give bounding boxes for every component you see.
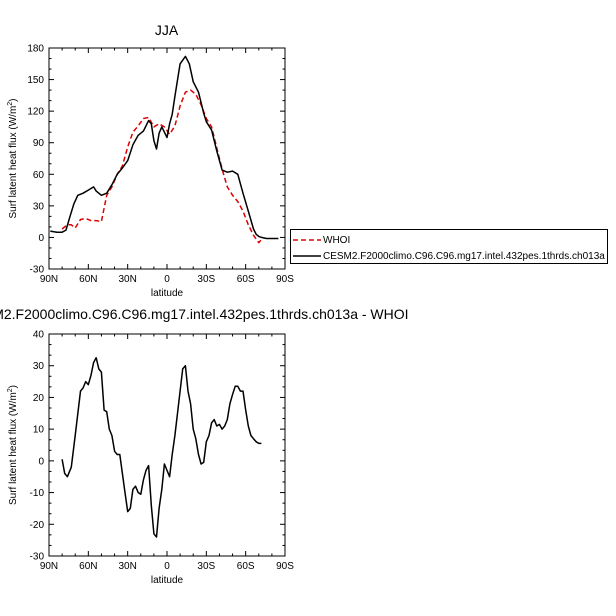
top-plot-group: 90N 60N 30N 0 30S 60S 90S -30 0 30 60 90 120 150 180 la… [7,44,294,300]
top-xtick-label: 60N [79,274,97,285]
bottom-ytick-label: -30 [30,552,45,563]
bottom-series-line-0 [61,357,262,538]
top-yaxis-label-sup: 2 [7,102,14,106]
legend-label-cesm2: CESM2.F2000climo.C96.C96.mg17.intel.432p… [323,250,605,262]
top-ytick-label: 90 [33,138,45,149]
bottom-xtick-label: 90N [40,561,58,572]
legend-entry-cesm2: CESM2.F2000climo.C96.C96.mg17.intel.432p… [291,249,605,263]
legend-label-whoi: WHOI [323,234,351,246]
bottom-ytick-label: 0 [38,456,44,467]
top-xtick-label: 30N [118,274,136,285]
legend-entry-whoi: WHOI [291,233,350,247]
bottom-yaxis-label-close: ) [8,385,19,388]
top-series-line-0 [61,89,262,244]
bottom-xtick-label: 30N [118,561,136,572]
bottom-xtick-label: 90S [276,561,294,572]
legend-swatch-solid-black-icon [293,255,321,257]
top-ytick-label: 150 [27,75,44,86]
top-series-line-1 [50,55,279,240]
top-plot-frame [48,47,286,270]
top-ytick-label: 30 [33,201,45,212]
top-xtick-label: 90S [276,274,294,285]
top-xtick-label: 90N [40,274,58,285]
bottom-plot-group: 90N 60N 30N 0 30S 60S 90S -30 -20 -10 0 10 20 30 40 lat… [7,330,294,587]
bottom-yaxis-label-sup: 2 [7,388,14,392]
bottom-chart-title: CESM2.F2000climo.C96.C96.mg17.intel.432p… [0,306,409,322]
bottom-yaxis-label-main: Surf latent heat flux (W/m [8,392,19,505]
top-yaxis-label-close: ) [8,98,19,101]
bottom-ytick-label: -10 [30,488,45,499]
top-ytick-label: 180 [27,44,44,55]
bottom-ytick-label: 20 [33,393,45,404]
bottom-ytick-label: 30 [33,361,45,372]
top-ytick-label: 0 [38,233,44,244]
bottom-xaxis-label: latitude [151,575,184,586]
top-yaxis-label-main: Surf latent heat flux (W/m [8,106,19,219]
legend-swatch-dashed-red-icon [293,239,321,241]
bottom-ytick-label: -20 [30,520,45,531]
bottom-xtick-label: 30S [197,561,215,572]
top-ytick-label: -30 [30,265,45,276]
top-ytick-label: 120 [27,107,44,118]
top-xtick-label: 60S [237,274,255,285]
bottom-yaxis-label: Surf latent heat flux (W/m2) [7,385,19,505]
top-xaxis-label: latitude [151,288,184,299]
top-yaxis-label: Surf latent heat flux (W/m2) [7,98,19,218]
top-xtick-label: 30S [197,274,215,285]
top-xtick-label: 0 [164,274,170,285]
bottom-plot-frame [48,333,286,557]
bottom-xtick-label: 0 [164,561,170,572]
bottom-xtick-label: 60N [79,561,97,572]
bottom-ytick-label: 10 [33,425,45,436]
bottom-xtick-label: 60S [237,561,255,572]
bottom-ytick-label: 40 [33,330,45,341]
top-chart-title: JJA [154,22,179,38]
top-ytick-label: 60 [33,170,45,181]
legend-box: WHOI CESM2.F2000climo.C96.C96.mg17.intel… [290,229,608,264]
